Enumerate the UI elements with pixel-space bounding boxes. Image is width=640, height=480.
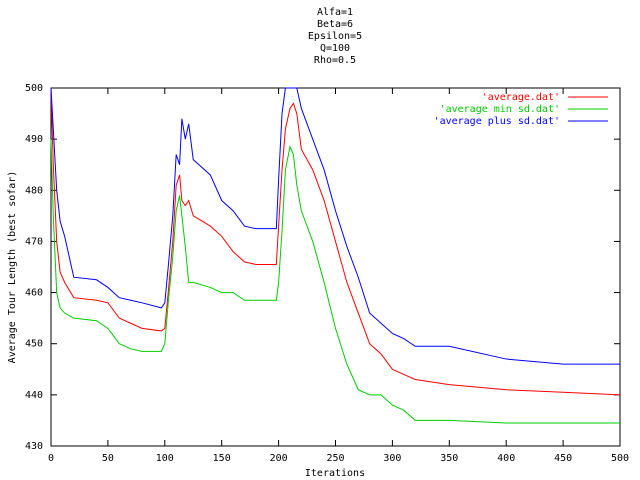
x-tick-label: 300 xyxy=(383,453,401,464)
y-tick-label: 500 xyxy=(25,83,43,94)
x-tick-label: 250 xyxy=(326,453,344,464)
chart-title: Q=100 xyxy=(320,43,350,54)
series-line xyxy=(50,87,620,365)
x-tick-label: 50 xyxy=(102,453,114,464)
x-tick-label: 450 xyxy=(554,453,572,464)
y-tick-label: 430 xyxy=(25,441,43,452)
x-tick-label: 200 xyxy=(270,453,288,464)
y-tick-label: 470 xyxy=(25,236,43,247)
series-line xyxy=(50,87,621,396)
y-tick-label: 440 xyxy=(25,390,43,401)
y-tick-label: 480 xyxy=(25,185,43,196)
legend-label: 'average min sd.dat' xyxy=(440,104,560,115)
chart-title: Rho=0.5 xyxy=(314,55,356,66)
x-tick-label: 100 xyxy=(156,453,174,464)
legend-label: 'average.dat' xyxy=(482,92,560,103)
y-tick-label: 460 xyxy=(25,288,43,299)
x-tick-label: 400 xyxy=(497,453,515,464)
x-tick-label: 500 xyxy=(611,453,629,464)
x-tick-label: 150 xyxy=(213,453,231,464)
y-tick-label: 490 xyxy=(25,134,43,145)
y-tick-label: 450 xyxy=(25,339,43,350)
series-line xyxy=(50,139,620,424)
legend-label: 'average plus sd.dat' xyxy=(434,116,560,127)
y-axis-label: Average Tour Length (best sofar) xyxy=(7,171,18,364)
chart-title: Alfa=1 xyxy=(317,7,353,18)
chart-title: Beta=6 xyxy=(317,19,353,30)
x-tick-label: 350 xyxy=(440,453,458,464)
plot-border xyxy=(50,87,621,447)
chart-title: Epsilon=5 xyxy=(308,31,362,42)
x-axis-label: Iterations xyxy=(305,468,365,479)
x-tick-label: 0 xyxy=(48,453,54,464)
